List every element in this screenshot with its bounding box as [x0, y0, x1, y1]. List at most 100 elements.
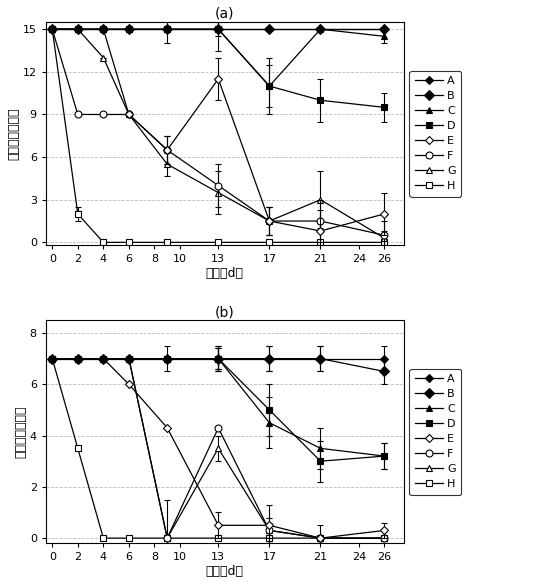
- A: [49, 26, 55, 33]
- G: [49, 26, 55, 33]
- C: [266, 82, 273, 90]
- E: [100, 355, 107, 362]
- Y-axis label: 蚀蜗条数（条）: 蚀蜗条数（条）: [7, 108, 20, 160]
- Line: D: D: [49, 26, 388, 111]
- H: [49, 26, 55, 33]
- H: [215, 535, 222, 542]
- D: [381, 453, 388, 460]
- B: [266, 26, 273, 33]
- Line: C: C: [49, 26, 388, 90]
- Y-axis label: 蛇蜗条数（条）: 蛇蜗条数（条）: [14, 405, 27, 458]
- G: [164, 535, 171, 542]
- D: [266, 82, 273, 90]
- F: [126, 355, 132, 362]
- G: [215, 189, 222, 196]
- Line: D: D: [49, 355, 388, 464]
- G: [49, 355, 55, 362]
- H: [100, 535, 107, 542]
- B: [126, 355, 132, 362]
- G: [164, 161, 171, 168]
- E: [266, 218, 273, 225]
- H: [164, 239, 171, 246]
- G: [126, 111, 132, 118]
- F: [266, 527, 273, 534]
- D: [317, 97, 324, 104]
- B: [100, 355, 107, 362]
- G: [266, 218, 273, 225]
- D: [266, 407, 273, 414]
- D: [381, 104, 388, 111]
- E: [75, 355, 81, 362]
- F: [100, 355, 107, 362]
- D: [49, 355, 55, 362]
- F: [164, 535, 171, 542]
- D: [49, 26, 55, 33]
- Line: B: B: [49, 26, 388, 33]
- E: [215, 522, 222, 529]
- F: [75, 111, 81, 118]
- D: [215, 26, 222, 33]
- C: [75, 355, 81, 362]
- B: [317, 26, 324, 33]
- Line: H: H: [49, 26, 388, 246]
- H: [317, 535, 324, 542]
- D: [126, 26, 132, 33]
- C: [126, 355, 132, 362]
- Line: F: F: [49, 355, 388, 542]
- B: [164, 26, 171, 33]
- H: [215, 239, 222, 246]
- G: [381, 535, 388, 542]
- Line: A: A: [49, 356, 387, 362]
- E: [266, 522, 273, 529]
- E: [75, 26, 81, 33]
- D: [100, 355, 107, 362]
- G: [317, 196, 324, 203]
- F: [75, 355, 81, 362]
- D: [75, 355, 81, 362]
- A: [215, 26, 222, 33]
- E: [164, 146, 171, 153]
- Line: B: B: [49, 355, 388, 375]
- Line: E: E: [49, 26, 387, 234]
- B: [49, 355, 55, 362]
- F: [317, 535, 324, 542]
- X-axis label: 时间（d）: 时间（d）: [206, 565, 244, 578]
- C: [164, 355, 171, 362]
- F: [100, 111, 107, 118]
- H: [381, 535, 388, 542]
- H: [49, 355, 55, 362]
- F: [49, 26, 55, 33]
- A: [100, 355, 107, 362]
- E: [381, 527, 388, 534]
- G: [126, 355, 132, 362]
- G: [381, 235, 388, 242]
- B: [164, 355, 171, 362]
- G: [75, 355, 81, 362]
- Line: E: E: [49, 356, 387, 541]
- F: [215, 424, 222, 431]
- C: [266, 419, 273, 426]
- Line: F: F: [49, 26, 388, 239]
- D: [164, 355, 171, 362]
- C: [317, 445, 324, 452]
- D: [75, 26, 81, 33]
- Line: G: G: [49, 355, 388, 542]
- A: [317, 355, 324, 362]
- C: [49, 26, 55, 33]
- B: [381, 368, 388, 375]
- C: [317, 26, 324, 33]
- F: [381, 535, 388, 542]
- A: [164, 26, 171, 33]
- G: [266, 527, 273, 534]
- B: [75, 355, 81, 362]
- G: [100, 355, 107, 362]
- A: [164, 355, 171, 362]
- F: [381, 232, 388, 239]
- A: [126, 26, 132, 33]
- C: [75, 26, 81, 33]
- A: [126, 355, 132, 362]
- A: [317, 26, 324, 33]
- Title: (b): (b): [215, 305, 235, 319]
- Title: (a): (a): [215, 7, 235, 21]
- B: [49, 26, 55, 33]
